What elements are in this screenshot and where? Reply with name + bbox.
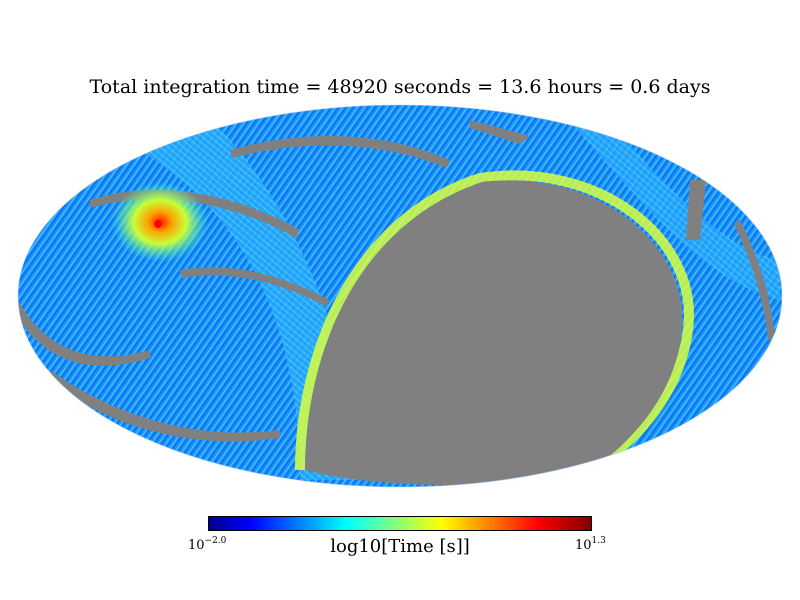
map-boundary [17,104,783,488]
unobserved-gap [686,180,706,240]
unobserved-region [305,180,683,485]
colorbar-max-tick: 101.3 [575,536,606,553]
colorbar-min-exp: −2.0 [204,536,227,546]
colorbar-min-tick: 10−2.0 [188,536,226,553]
unobserved-gap [230,136,450,168]
map-title: Total integration time = 48920 seconds =… [89,76,711,98]
hotspot-peak [154,220,162,228]
scan-band [120,110,360,480]
unobserved-gap [470,120,530,144]
colorbar-label: log10[Time [s]] [330,536,470,557]
sky-coverage [18,105,782,487]
unobserved-gap [734,220,775,340]
colorbar [208,516,592,531]
colorbar-max-exp: 1.3 [591,536,606,546]
colorbar-min-base: 10 [188,538,205,553]
colorbar-max-base: 10 [575,538,592,553]
coverage-edge-highlight [295,170,694,475]
unobserved-gap [180,267,330,306]
unobserved-gap [18,300,150,366]
unobserved-gap [50,370,280,442]
scan-band [560,110,780,300]
